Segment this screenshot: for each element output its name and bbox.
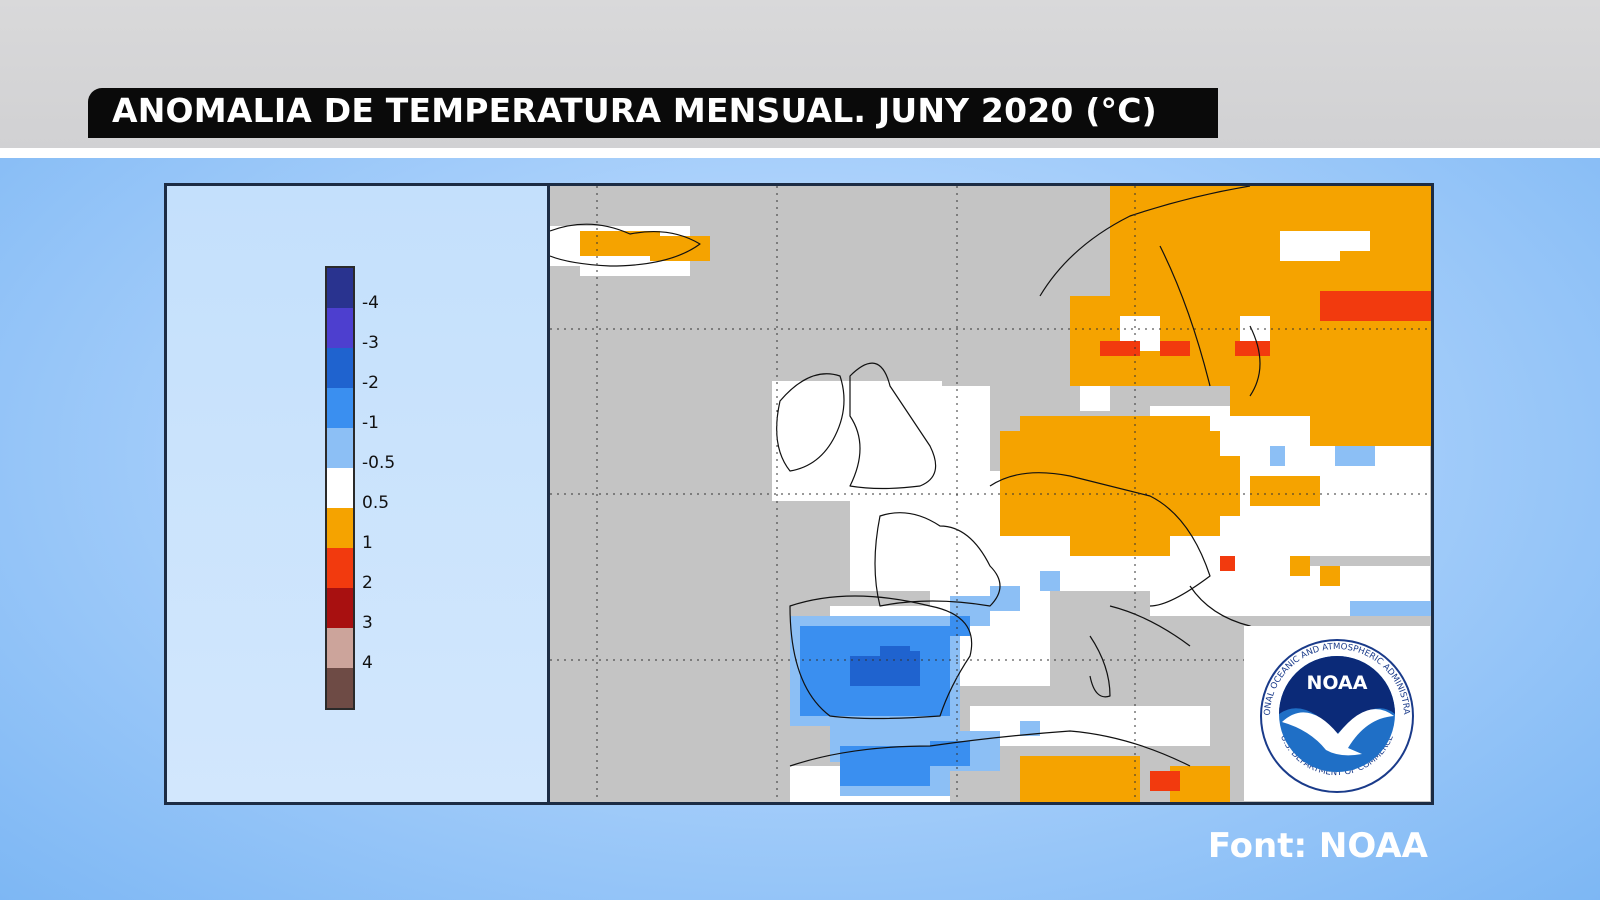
colorbar-segment [327, 628, 353, 668]
anomaly-cell [990, 586, 1020, 611]
colorbar-segment [327, 508, 353, 548]
anomaly-cell [1320, 291, 1431, 321]
colorbar-segment [327, 468, 353, 508]
colorbar [325, 266, 355, 710]
anomaly-cell [1350, 601, 1431, 616]
anomaly-cell [1320, 566, 1340, 586]
anomaly-cell [1250, 476, 1320, 506]
legend-label: 1 [362, 533, 373, 553]
legend-label: 0.5 [362, 493, 390, 513]
colorbar-segment [327, 268, 353, 308]
colorbar-segment [327, 548, 353, 588]
legend-label: -1 [362, 413, 379, 433]
legend-label: -2 [362, 373, 379, 393]
logo-bird [1282, 709, 1394, 756]
anomaly-cell [580, 231, 660, 256]
legend-label: 3 [362, 613, 373, 633]
coastline [849, 362, 937, 490]
anomaly-cell [1020, 721, 1040, 736]
title-bar [88, 88, 1218, 138]
map-frame: -4 -3 -2 -1 -0.5 0.5 1 2 3 4 [164, 183, 1434, 805]
anomaly-cell [1190, 456, 1240, 516]
colorbar-segment [327, 348, 353, 388]
coastline [874, 512, 1001, 607]
legend-label: -3 [362, 333, 379, 353]
graticule [550, 186, 1431, 802]
coastline [789, 595, 973, 720]
anomaly-cell [970, 706, 1210, 746]
coastline [1089, 605, 1191, 698]
legend-panel: -4 -3 -2 -1 -0.5 0.5 1 2 3 4 [167, 186, 550, 802]
anomaly-cells [550, 186, 1431, 802]
anomaly-cell [550, 226, 580, 266]
legend-label: -0.5 [362, 453, 396, 473]
anomaly-cell [1310, 356, 1431, 446]
anomaly-cell [1040, 571, 1060, 591]
legend-label: -4 [362, 293, 379, 313]
anomaly-cell [1270, 446, 1285, 466]
coastline [776, 373, 845, 472]
anomaly-cell [1100, 341, 1140, 356]
coastline [789, 730, 1191, 767]
source-credit: Font: NOAA [1207, 826, 1428, 866]
map-panel [549, 186, 1431, 802]
anomaly-cell [1020, 416, 1210, 446]
coastline [1039, 186, 1261, 397]
anomaly-cell [1335, 446, 1375, 466]
anomaly-cell [900, 651, 920, 671]
colorbar-segment [327, 428, 353, 468]
coastlines [549, 186, 1321, 767]
anomaly-cell [1080, 386, 1110, 411]
page-title: ANOMALIA DE TEMPERATURA MENSUAL. JUNY 20… [112, 91, 1157, 130]
colorbar-segment [327, 668, 353, 708]
anomaly-map [549, 186, 1431, 802]
anomaly-cell [1020, 756, 1140, 802]
colorbar-segment [327, 388, 353, 428]
logo-wordmark: NOAA [1307, 672, 1368, 694]
legend-label: 4 [362, 653, 373, 673]
anomaly-cell [1220, 556, 1235, 571]
anomaly-cell [1150, 771, 1180, 791]
anomaly-cell [1070, 516, 1170, 556]
colorbar-segment [327, 588, 353, 628]
anomaly-cell [1330, 231, 1370, 251]
coastline [549, 223, 701, 267]
noaa-logo: NATIONAL OCEANIC AND ATMOSPHERIC ADMINIS… [1240, 619, 1430, 801]
header-divider [0, 148, 1600, 158]
legend-label: 2 [362, 573, 373, 593]
coastline [989, 472, 1211, 607]
anomaly-cell [840, 746, 930, 786]
anomaly-cell [1235, 341, 1270, 356]
colorbar-segment [327, 308, 353, 348]
logo-upper [1279, 656, 1395, 734]
anomaly-cell [950, 616, 970, 636]
anomaly-cell [1160, 341, 1190, 356]
anomaly-cell [1290, 556, 1310, 576]
anomaly-cell [650, 236, 710, 261]
